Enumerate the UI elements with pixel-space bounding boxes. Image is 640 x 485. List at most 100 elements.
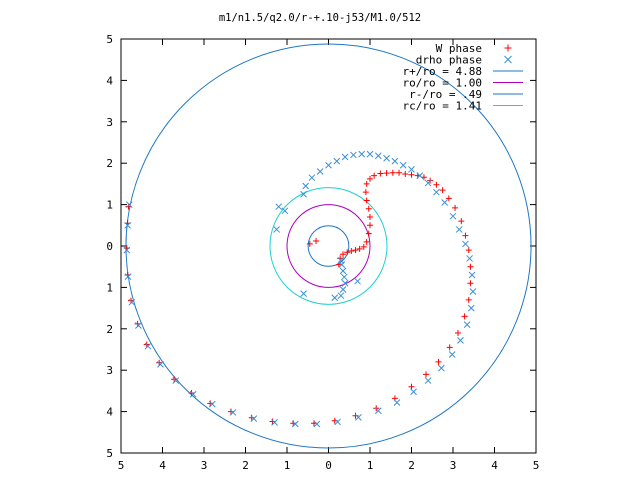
y-tick-label: 5 [106, 447, 113, 460]
plus-point [269, 419, 275, 425]
y-tick-label: 3 [106, 116, 113, 129]
plus-point [462, 313, 468, 319]
cross-point [394, 399, 400, 405]
plus-point [364, 197, 370, 203]
plus-point [366, 206, 372, 212]
cross-point [425, 378, 431, 384]
cross-point [359, 151, 365, 157]
plus-point [348, 248, 354, 254]
scatter-chart: m1/n1.5/q2.0/r-+.10-j53/M1.0/512 5 4 3 2 1 0 1… [0, 0, 640, 480]
plus-point [402, 171, 408, 177]
plus-point [466, 247, 472, 253]
chart-container: m1/n1.5/q2.0/r-+.10-j53/M1.0/512 5 4 3 2 1 0 1… [0, 0, 640, 480]
cross-point [301, 291, 307, 297]
plus-point [363, 189, 369, 195]
plus-point [455, 330, 461, 336]
x-tick-label: 2 [408, 459, 415, 472]
cross-point [442, 200, 448, 206]
plus-point [377, 171, 383, 177]
cross-point [450, 213, 456, 219]
plus-point [435, 359, 441, 365]
legend-swatch [505, 45, 512, 52]
cross-point [276, 204, 282, 210]
y-tick-label: 4 [106, 406, 113, 419]
plus-point [462, 233, 468, 239]
cross-point [355, 278, 361, 284]
plus-point [367, 214, 373, 220]
cross-point [335, 419, 341, 425]
cross-point [282, 208, 288, 214]
y-tick-label: 3 [106, 364, 113, 377]
cross-point [317, 168, 323, 174]
y-tick-label: 5 [106, 33, 113, 46]
reference-circle [270, 188, 387, 305]
x-tick-label: 3 [201, 459, 208, 472]
y-tick-label: 2 [106, 157, 113, 170]
cross-point [375, 153, 381, 159]
legend-label: rc/ro = 1.41 [403, 100, 482, 113]
plus-point [452, 205, 458, 211]
x-tick-label: 0 [325, 459, 332, 472]
y-tick-label: 2 [106, 323, 113, 336]
plus-point [466, 297, 472, 303]
cross-point [456, 226, 462, 232]
y-tick-label: 1 [106, 199, 113, 212]
cross-point [470, 289, 476, 295]
plus-point [433, 182, 439, 188]
plus-point [364, 239, 370, 245]
cross-point [367, 151, 373, 157]
y-tick-labels: 5 4 3 2 1 0 1 2 3 4 5 [106, 33, 113, 460]
cross-point [400, 162, 406, 168]
plus-point [467, 264, 473, 270]
plus-point [249, 415, 255, 421]
cross-point [468, 305, 474, 311]
plus-point [467, 280, 473, 286]
plus-point [458, 218, 464, 224]
cross-point [342, 154, 348, 160]
cross-point [449, 351, 455, 357]
y-tick-label: 1 [106, 281, 113, 294]
plus-point [440, 187, 446, 193]
cross-point [384, 155, 390, 161]
x-tick-label: 1 [284, 459, 291, 472]
cross-point [340, 286, 346, 292]
cross-point [457, 337, 463, 343]
reference-circle [287, 205, 370, 288]
plus-point [371, 173, 377, 179]
cross-point [341, 274, 347, 280]
cross-point [334, 158, 340, 164]
cross-point [469, 272, 475, 278]
x-tick-label: 4 [159, 459, 166, 472]
cross-point [303, 183, 309, 189]
x-tick-label: 5 [118, 459, 125, 472]
plus-point [366, 231, 372, 237]
plus-point [352, 247, 358, 253]
cross-point [462, 241, 468, 247]
plus-point [409, 384, 415, 390]
cross-point [464, 322, 470, 328]
cross-point [338, 293, 344, 299]
plus-point [447, 344, 453, 350]
plus-point [390, 170, 396, 176]
plus-point [384, 170, 390, 176]
cross-point [438, 365, 444, 371]
chart-title: m1/n1.5/q2.0/r-+.10-j53/M1.0/512 [219, 12, 421, 24]
data-points [124, 151, 476, 427]
plus-point [409, 172, 415, 178]
plus-point [207, 400, 213, 406]
x-tick-label: 5 [533, 459, 540, 472]
cross-point [409, 166, 415, 172]
series-w-phase [124, 170, 474, 426]
plus-point [423, 371, 429, 377]
plus-point [228, 409, 234, 415]
cross-point [350, 152, 356, 158]
x-tick-label: 2 [242, 459, 249, 472]
y-tick-label: 0 [106, 240, 113, 253]
y-tick-label: 4 [106, 74, 113, 87]
x-tick-label: 1 [367, 459, 374, 472]
x-tick-label: 4 [491, 459, 498, 472]
cross-point [340, 268, 346, 274]
plus-point [367, 222, 373, 228]
cross-point [314, 421, 320, 427]
